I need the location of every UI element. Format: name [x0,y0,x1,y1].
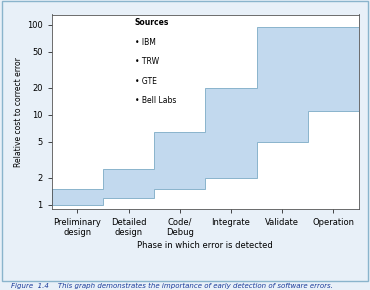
Text: • Bell Labs: • Bell Labs [135,96,176,105]
Text: Figure  1.4    This graph demonstrates the importance of early detection of soft: Figure 1.4 This graph demonstrates the i… [11,282,333,289]
X-axis label: Phase in which error is detected: Phase in which error is detected [138,241,273,250]
Text: Sources: Sources [135,18,169,27]
Y-axis label: Relative cost to correct error: Relative cost to correct error [14,57,23,166]
Text: • IBM: • IBM [135,38,156,47]
Polygon shape [52,27,359,205]
Text: • GTE: • GTE [135,77,157,86]
Text: • TRW: • TRW [135,57,159,66]
